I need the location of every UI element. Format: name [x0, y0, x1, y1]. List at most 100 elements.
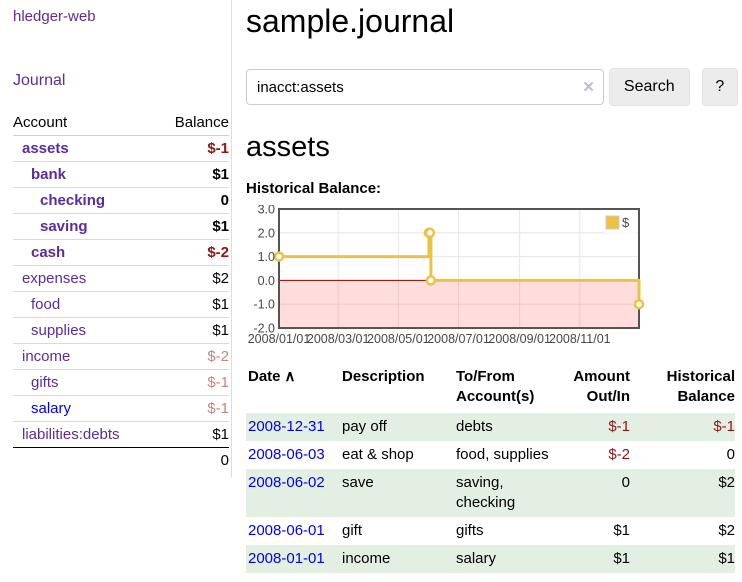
svg-text:2008/01/01: 2008/01/01	[248, 332, 311, 346]
chart-legend-label: $	[622, 215, 630, 230]
help-button[interactable]: ?	[701, 68, 738, 106]
account-balance: $-1	[156, 135, 229, 162]
table-row: 2008-06-02 save saving, checking 0 $2	[246, 469, 735, 517]
svg-text:3.0: 3.0	[258, 205, 275, 217]
clear-search-icon[interactable]: ✕	[582, 79, 595, 96]
accounts-table: Account Balance assets $-1 bank $1 checking 0…	[13, 110, 229, 473]
svg-text:1.0: 1.0	[258, 250, 275, 264]
sidebar-account-link[interactable]: saving	[40, 218, 88, 235]
account-balance: $1	[156, 161, 229, 188]
transaction-balance: $-1	[713, 418, 735, 435]
transaction-accounts: salary	[456, 550, 497, 567]
page-title: sample.journal	[246, 3, 455, 39]
column-header-description: Description	[342, 368, 425, 385]
account-row: gifts $-1	[13, 369, 229, 396]
search-box: ✕	[246, 69, 604, 105]
account-row: assets $-1	[13, 135, 229, 162]
transaction-amount: $-2	[608, 446, 630, 463]
account-row: liabilities:debts $1	[13, 422, 229, 448]
table-row: 2008-06-03 eat & shop food, supplies $-2 0	[246, 441, 735, 469]
transaction-amount: $1	[613, 522, 630, 539]
account-balance: $2	[156, 265, 229, 292]
search-button[interactable]: Search	[608, 68, 690, 106]
account-balance: $1	[156, 291, 229, 318]
sidebar-account-link[interactable]: bank	[31, 166, 67, 183]
transaction-accounts: saving, checking	[456, 474, 516, 511]
accounts-column-header: Account	[13, 110, 157, 136]
date-link[interactable]: 2008-06-02	[248, 474, 325, 491]
accounts-total-row: 0	[13, 447, 229, 473]
date-link[interactable]: 2008-06-01	[248, 522, 325, 539]
main-content: sample.journal ✕ Search ? assets Histori…	[232, 0, 738, 573]
date-link[interactable]: 2008-12-31	[248, 418, 325, 435]
svg-text:-2.0: -2.0	[253, 322, 275, 336]
svg-text:2008/09/01: 2008/09/01	[488, 332, 551, 346]
date-link[interactable]: 2008-06-03	[248, 446, 325, 463]
transaction-accounts: debts	[456, 418, 493, 435]
column-header-date[interactable]: Date ∧	[248, 368, 296, 385]
transaction-balance: $1	[718, 550, 735, 567]
chart-label: Historical Balance:	[246, 180, 382, 197]
account-balance: 0	[156, 187, 229, 214]
account-row: food $1	[13, 291, 229, 318]
svg-text:2.0: 2.0	[258, 226, 275, 240]
account-row: supplies $1	[13, 317, 229, 344]
transaction-description: pay off	[342, 418, 387, 435]
account-row: salary $-1	[13, 395, 229, 422]
account-row: checking 0	[13, 187, 229, 214]
account-row: bank $1	[13, 161, 229, 188]
svg-text:0.0: 0.0	[258, 274, 275, 288]
svg-text:2008/03/01: 2008/03/01	[307, 332, 370, 346]
column-header-accounts: To/From Account(s)	[456, 368, 535, 405]
sidebar-account-link[interactable]: gifts	[31, 374, 59, 391]
svg-text:2008/05/01: 2008/05/01	[367, 332, 430, 346]
sidebar-account-link[interactable]: liabilities:debts	[22, 426, 120, 443]
search-row: ✕ Search ?	[246, 68, 738, 106]
sidebar-accounts-body: assets $-1 bank $1 checking 0 saving $1 cash $-2 e…	[13, 135, 229, 448]
account-balance: $1	[212, 426, 229, 443]
transaction-accounts: food, supplies	[456, 446, 549, 463]
account-balance: $-2	[156, 239, 229, 266]
transaction-balance: $2	[718, 474, 735, 491]
account-balance: $1	[156, 317, 229, 344]
account-balance: $-1	[156, 395, 229, 422]
table-row: 2008-12-31 pay off debts $-1 $-1	[246, 413, 735, 441]
balance-column-header: Balance	[156, 110, 229, 136]
transaction-accounts: gifts	[456, 522, 484, 539]
account-row: income $-2	[13, 343, 229, 370]
transaction-amount: $-1	[608, 418, 630, 435]
register-table: Date ∧ Description To/From Account(s) Amo…	[246, 365, 735, 573]
account-balance: $-2	[156, 343, 229, 370]
sidebar-item-journal[interactable]: Journal	[13, 72, 66, 89]
sidebar-account-link[interactable]: checking	[40, 192, 106, 209]
account-balance: $1	[156, 213, 229, 240]
column-header-amount: Amount Out/In	[573, 368, 630, 405]
transaction-amount: 0	[621, 474, 630, 491]
search-input[interactable]	[246, 69, 604, 105]
sidebar-account-link[interactable]: assets	[22, 140, 69, 157]
sidebar-account-link[interactable]: salary	[31, 400, 72, 417]
sidebar-account-link[interactable]: income	[22, 348, 71, 365]
account-row: saving $1	[13, 213, 229, 240]
chart-canvas: 3.0 2.0 1.0 0.0 -1.0 -2.02008/01/012008/03/01…	[248, 205, 645, 346]
svg-text:2008/07/01: 2008/07/01	[427, 332, 490, 346]
column-header-balance: Historical Balance	[666, 368, 735, 405]
transaction-amount: $1	[613, 550, 630, 567]
transaction-description: income	[342, 550, 391, 567]
account-balance: $-1	[156, 369, 229, 396]
transaction-balance: $2	[718, 522, 735, 539]
accounts-total-value: 0	[156, 447, 229, 473]
sidebar-account-link[interactable]: expenses	[22, 270, 87, 287]
sidebar-account-link[interactable]: supplies	[31, 322, 87, 339]
sidebar-account-link[interactable]: food	[31, 296, 61, 313]
transaction-balance: 0	[726, 446, 735, 463]
date-link[interactable]: 2008-01-01	[248, 550, 325, 567]
sidebar-account-link[interactable]: cash	[31, 244, 66, 261]
register-body: 2008-12-31 pay off debts $-1 $-1 2008-06-03 ea…	[246, 413, 735, 573]
app-brand-link[interactable]: hledger-web	[13, 8, 96, 25]
transaction-description: gift	[342, 522, 363, 539]
transaction-description: save	[342, 474, 374, 491]
account-title: assets	[246, 131, 330, 163]
transaction-description: eat & shop	[342, 446, 414, 463]
